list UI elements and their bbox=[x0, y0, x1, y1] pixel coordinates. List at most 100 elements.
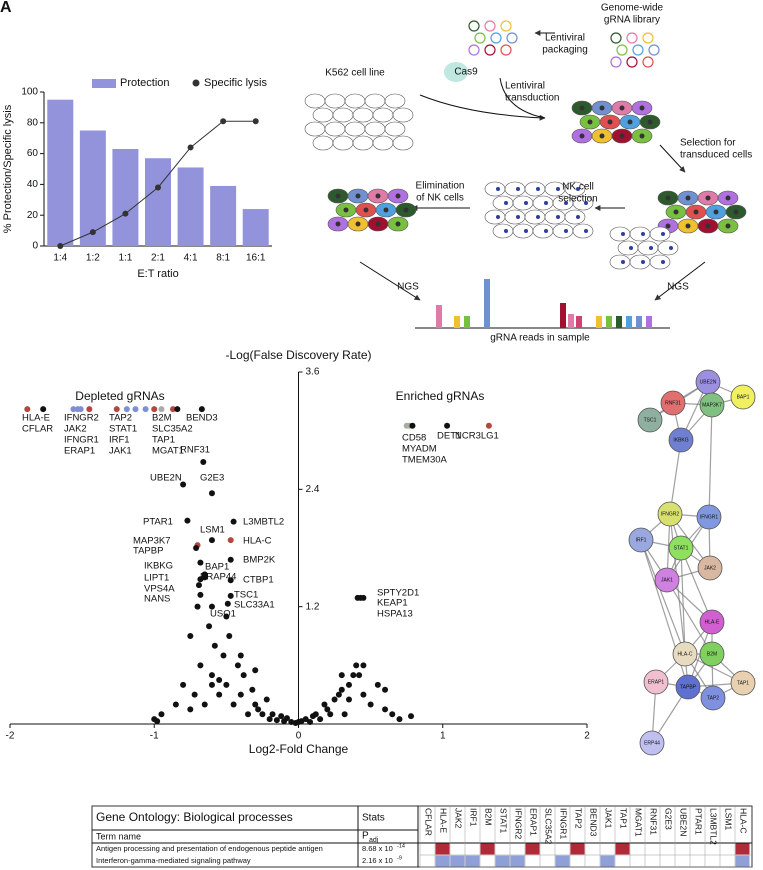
cell-nucleus bbox=[733, 209, 739, 215]
gRNA-dot bbox=[661, 260, 665, 264]
point bbox=[237, 691, 244, 698]
node-label: IRF1 bbox=[636, 537, 647, 543]
point bbox=[350, 672, 357, 679]
membership-cell bbox=[646, 856, 660, 867]
gRNA-dot bbox=[641, 232, 645, 236]
point-label: G2E3 bbox=[200, 473, 224, 484]
point-label: IFNGR2 bbox=[64, 413, 99, 424]
point-label: CD58 bbox=[402, 433, 426, 444]
bar bbox=[79, 130, 106, 246]
cell-icon bbox=[484, 209, 506, 225]
point bbox=[123, 406, 130, 413]
table-title: Gene Ontology: Biological processes bbox=[96, 810, 293, 824]
cell-nucleus bbox=[607, 119, 613, 125]
gene-label: IFNGR2 bbox=[513, 808, 523, 839]
point bbox=[122, 210, 129, 217]
x-tick-label: 0 bbox=[296, 731, 302, 742]
point bbox=[158, 406, 165, 413]
point bbox=[206, 623, 213, 630]
term-name: Antigen processing and presentation of e… bbox=[96, 844, 323, 853]
diagram-label: Cas9 bbox=[454, 67, 478, 78]
membership-cell bbox=[451, 844, 465, 855]
legend-marker bbox=[192, 79, 200, 87]
cell-nucleus bbox=[705, 223, 711, 229]
point bbox=[223, 681, 230, 688]
cell-nucleus bbox=[599, 105, 605, 111]
point bbox=[324, 706, 331, 713]
point bbox=[283, 715, 290, 722]
point-label: PTAR1 bbox=[143, 517, 173, 528]
point bbox=[223, 613, 230, 620]
node-label: HLA-E bbox=[705, 619, 720, 625]
point bbox=[360, 691, 367, 698]
network-node bbox=[643, 669, 669, 695]
cell-nucleus bbox=[647, 119, 653, 125]
y-tick-label: 2.4 bbox=[306, 484, 320, 495]
point bbox=[312, 711, 319, 718]
table-header: P bbox=[362, 831, 369, 842]
point bbox=[193, 545, 200, 551]
network-node bbox=[697, 555, 723, 581]
network-node bbox=[700, 685, 726, 711]
gRNA-dot bbox=[621, 260, 625, 264]
membership-cell bbox=[691, 856, 705, 867]
gRNA-dot bbox=[516, 215, 520, 219]
point-label: CTBP1 bbox=[243, 575, 274, 586]
point-label: DET1 bbox=[437, 431, 461, 442]
gRNA-dot bbox=[536, 215, 540, 219]
cell-nucleus bbox=[335, 221, 341, 227]
network-edge bbox=[680, 547, 713, 623]
membership-cell bbox=[631, 856, 645, 867]
point-label: VPS4A bbox=[144, 584, 175, 595]
y-tick-label: 60 bbox=[27, 148, 39, 159]
network-node bbox=[660, 390, 686, 416]
cell-icon bbox=[649, 226, 671, 242]
cell-nucleus bbox=[685, 195, 691, 201]
point-label: HSPA13 bbox=[377, 609, 413, 620]
library-icon bbox=[484, 44, 496, 56]
cell-nucleus bbox=[403, 207, 409, 213]
network-node bbox=[672, 641, 698, 667]
gene-label: HLA-E bbox=[438, 808, 448, 833]
cell-nucleus bbox=[355, 221, 361, 227]
point bbox=[198, 406, 205, 413]
cell-icon bbox=[392, 135, 414, 151]
point bbox=[220, 118, 227, 125]
gene-label: CFLAR bbox=[423, 808, 433, 836]
table-header: adj bbox=[369, 837, 379, 844]
x-tick-label: 4:1 bbox=[184, 253, 198, 264]
point-label: HLA-C bbox=[243, 536, 272, 547]
library-icon bbox=[468, 44, 480, 56]
point bbox=[227, 537, 234, 544]
cell-icon bbox=[524, 209, 546, 225]
library-icon bbox=[490, 32, 502, 44]
cell-nucleus bbox=[383, 207, 389, 213]
cell-nucleus bbox=[693, 209, 699, 215]
node-label: TAPBP bbox=[680, 684, 697, 690]
point-label: IRF1 bbox=[109, 435, 130, 446]
network-edge bbox=[666, 579, 713, 655]
library-icon bbox=[506, 32, 518, 44]
cell-nucleus bbox=[579, 133, 585, 139]
node-label: TAP1 bbox=[737, 680, 749, 686]
gene-label: IRF1 bbox=[468, 808, 478, 827]
point bbox=[230, 701, 237, 708]
point bbox=[278, 713, 285, 720]
node-label: JAK1 bbox=[661, 577, 673, 583]
cell-icon bbox=[352, 135, 374, 151]
point bbox=[374, 681, 381, 688]
node-label: ERP44 bbox=[644, 740, 660, 746]
point bbox=[341, 711, 348, 718]
gene-label: JAK2 bbox=[453, 808, 463, 829]
point bbox=[249, 686, 256, 693]
membership-cell bbox=[570, 843, 585, 855]
x-tick-label: 1 bbox=[440, 731, 446, 742]
point bbox=[70, 406, 77, 413]
point bbox=[40, 406, 47, 413]
gRNA-dot bbox=[661, 232, 665, 236]
point bbox=[227, 577, 234, 584]
membership-cell bbox=[676, 856, 690, 867]
point bbox=[266, 716, 273, 723]
network-node bbox=[628, 527, 654, 553]
cell-icon bbox=[617, 240, 639, 256]
